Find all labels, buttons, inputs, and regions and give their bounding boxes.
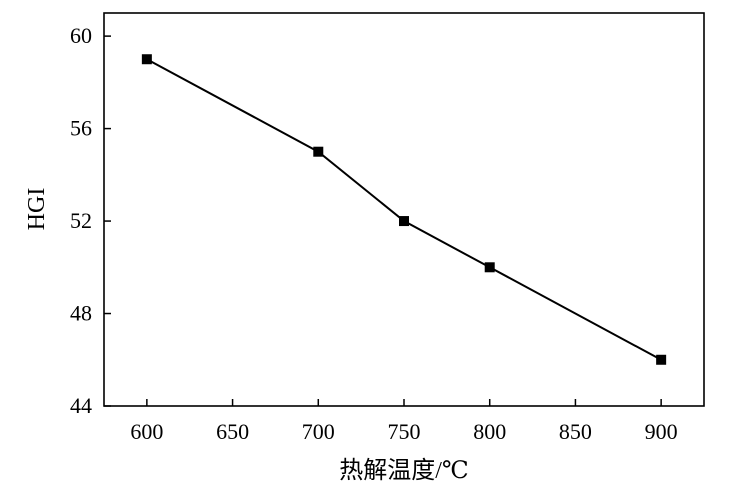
x-tick-label: 650 <box>216 419 249 444</box>
y-tick-label: 48 <box>70 301 92 326</box>
x-axis-ticks: 600 650 700 750 800 850 900 <box>130 399 678 444</box>
x-tick-label: 700 <box>302 419 335 444</box>
x-axis-title: 热解温度/℃ <box>339 457 469 484</box>
series-line <box>146 58 662 361</box>
y-tick-label: 56 <box>70 116 92 141</box>
x-tick-label: 900 <box>645 419 678 444</box>
data-point-marker <box>399 216 409 227</box>
y-tick-label: 60 <box>70 23 92 48</box>
data-point-marker <box>141 54 152 65</box>
y-tick-label: 44 <box>70 393 92 418</box>
x-tick-label: 800 <box>473 419 506 444</box>
data-point-marker <box>313 146 324 157</box>
data-markers <box>141 54 667 365</box>
data-point-marker <box>656 354 667 365</box>
y-axis-title: HGI <box>24 188 50 231</box>
plot-frame <box>103 12 705 407</box>
x-tick-label: 600 <box>130 419 163 444</box>
x-tick-label: 750 <box>388 419 421 444</box>
data-point-marker <box>484 262 495 273</box>
y-axis-ticks: 44 48 52 56 60 <box>70 23 111 418</box>
y-tick-label: 52 <box>70 208 92 233</box>
x-tick-label: 850 <box>559 419 592 444</box>
